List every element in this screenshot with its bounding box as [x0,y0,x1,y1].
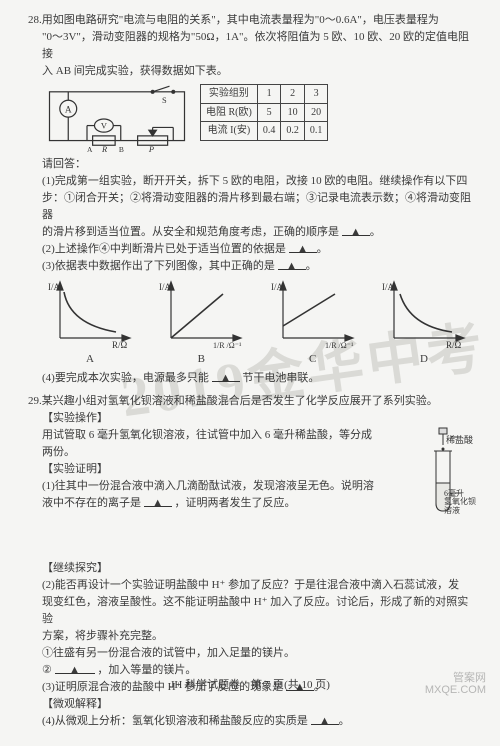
question-29: 29.某兴趣小组对氢氧化钡溶液和稀盐酸混合后是否发生了化学反应展开了系列实验。 … [28,393,472,731]
svg-text:A: A [87,145,93,154]
blank: ▲ [286,679,314,691]
graph-c: I/A 1/R /Ω⁻¹ C [265,280,361,368]
blank: ▲ [289,241,317,253]
q29-s4a: (4)从微观上分析：氢氧化钡溶液和稀盐酸反应的实质是 [42,715,308,727]
td: 3 [304,85,328,104]
graph-c-label: C [265,351,361,368]
q28-intro-l2: "0～3V"，滑动变阻器的规格为"50Ω，1A"。依次将阻值为 5 欧、10 欧… [28,29,472,63]
th-r: 电阻 R(欧) [201,103,258,122]
td: 1 [257,85,281,104]
q29-sec4: 【微观解释】 [28,696,472,713]
td: 0.1 [304,122,328,141]
q28-p4b: 节干电池串联。 [242,372,319,384]
svg-text:A: A [65,106,72,116]
tube-bot2-label: 溶液 [444,507,478,516]
blank: ▲ [278,258,306,270]
circuit-diagram: A S V A [42,84,192,154]
blank: ▲ [342,224,370,236]
th-group: 实验组别 [201,85,258,104]
page: 28.用如图电路研究"电流与电阻的关系"，其中电流表量程为"0～0.6A"，电压… [0,0,500,746]
triangle-icon: ▲ [350,226,361,238]
q28-p1c: 的滑片移到适当位置。从安全和规范角度考虑，正确的顺序是 [42,226,339,238]
svg-text:1/R /Ω⁻¹: 1/R /Ω⁻¹ [325,341,354,350]
triangle-icon: ▲ [319,715,330,727]
q29-s3e: ② [42,664,52,676]
triangle-icon: ▲ [294,681,305,693]
q29-sec3: 【继续探究】 [28,560,472,577]
td: 0.2 [281,122,305,141]
q29-s2-line: 液中不存在的离子是 ▲ ，证明两者发生了反应。 [42,495,410,512]
q28-p1c-line: 的滑片移到适当位置。从安全和规范角度考虑，正确的顺序是 ▲。 [28,224,472,241]
q28-p3: (3)依据表中数据作出了下列图像，其中正确的是 [42,260,275,272]
svg-text:P: P [148,144,154,154]
blank: ▲ [144,495,172,507]
q29-s3g-line: (3)证明原混合液的盐酸中 H⁺ 参加了反应的现象是 ▲。 [28,679,472,696]
triangle-icon: ▲ [152,497,163,509]
test-tube-figure: 稀盐酸 6毫升 氢氧化钡 溶液 [416,427,472,560]
graph-a-label: A [42,351,138,368]
q29-num: 29. [28,395,42,407]
svg-text:1/R /Ω⁻¹: 1/R /Ω⁻¹ [213,341,242,350]
blank: ▲ [55,662,95,674]
q29-sec1: 【实验操作】 [28,410,472,427]
q29-s3e-line: ② ▲ ，加入等量的镁片。 [28,662,472,679]
q29-s3g: (3)证明原混合液的盐酸中 H⁺ 参加了反应的现象是 [42,681,283,693]
q28-intro-l3: 入 AB 间完成实验，获得数据如下表。 [28,63,472,80]
svg-text:B: B [119,145,124,154]
q28-p4a: (4)要完成本次实验，电源最多只能 [42,372,209,384]
q29-s1a: 用试管取 6 毫升氢氧化钡溶液，往试管中加入 6 毫升稀盐酸，等分成 [42,427,410,444]
q29-s2a: (1)往其中一份混合液中滴入几滴酚酞试液，发现溶液呈无色。说明溶 [42,478,410,495]
triangle-icon: ▲ [286,260,297,272]
triangle-icon: ▲ [69,664,80,676]
td: 20 [304,103,328,122]
graph-b-label: B [153,351,249,368]
svg-text:R/Ω: R/Ω [446,340,462,350]
q29-s1b: 两份。 [42,444,410,461]
svg-text:R/Ω: R/Ω [112,340,128,350]
q29-s3f: ，加入等量的镁片。 [97,664,196,676]
q29-s3d: ①往盛有另一份混合液的试管中，加入足量的镁片。 [28,645,472,662]
triangle-icon: ▲ [220,372,231,384]
q29-s3b: 现变红色，溶液呈酸性。这不能证明盐酸中 H⁺ 加入了反应。讨论后，形成了新的对照… [28,594,472,628]
q28-intro-l1: 用如图电路研究"电流与电阻的关系"，其中电流表量程为"0～0.6A"，电压表量程… [42,14,439,26]
td: 0.4 [257,122,281,141]
graph-d-label: D [376,351,472,368]
svg-text:S: S [162,95,167,105]
triangle-icon: ▲ [297,243,308,255]
graph-d: I/A R/Ω D [376,280,472,368]
q28-answer-label: 请回答： [28,156,472,173]
graph-b: I/A 1/R /Ω⁻¹ B [153,280,249,368]
q29-intro: 某兴趣小组对氢氧化钡溶液和稀盐酸混合后是否发生了化学反应展开了系列实验。 [42,395,438,407]
q29-s2b: 液中不存在的离子是 [42,497,141,509]
svg-text:V: V [101,121,107,131]
q28-p4-line: (4)要完成本次实验，电源最多只能 ▲ 节干电池串联。 [28,370,472,387]
q28-p1a: (1)完成第一组实验，断开开关，拆下 5 欧的电阻，改接 10 欧的电阻。继续操… [28,173,472,190]
question-28: 28.用如图电路研究"电流与电阻的关系"，其中电流表量程为"0～0.6A"，电压… [28,12,472,387]
q28-p2-line: (2)上述操作④中判断滑片已处于适当位置的依据是 ▲。 [28,241,472,258]
q28-num: 28. [28,14,42,26]
q29-s4-line: (4)从微观上分析：氢氧化钡溶液和稀盐酸反应的实质是 ▲。 [28,713,472,730]
tube-top-label: 稀盐酸 [446,434,476,448]
q29-sec2: 【实验证明】 [42,461,410,478]
td: 2 [281,85,305,104]
blank: ▲ [212,370,240,382]
q29-s2c: ，证明两者发生了反应。 [175,497,296,509]
svg-text:I/A: I/A [271,282,283,292]
graph-row: I/A R/Ω A I/A 1/R /Ω⁻¹ B [42,280,472,368]
q28-p2: (2)上述操作④中判断滑片已处于适当位置的依据是 [42,243,286,255]
svg-text:I/A: I/A [48,282,60,292]
q29-s3c: 方案，将步骤补充完整。 [28,628,472,645]
q29-s3a: (2)能否再设计一个实验证明盐酸中 H⁺ 参加了反应？于是往混合液中滴入石蕊试液… [28,577,472,594]
q28-p1b: 步：①闭合开关；②将滑动变阻器的滑片移到最右端；③记录电流表示数；④将滑动变阻器 [28,190,472,224]
svg-text:R: R [101,144,107,154]
graph-a: I/A R/Ω A [42,280,138,368]
td: 5 [257,103,281,122]
data-table: 实验组别 1 2 3 电阻 R(欧) 5 10 20 电流 I(安) 0.4 0… [200,84,328,141]
blank: ▲ [311,713,339,725]
td: 10 [281,103,305,122]
svg-text:I/A: I/A [382,282,394,292]
q28-p3-line: (3)依据表中数据作出了下列图像，其中正确的是 ▲。 [28,258,472,275]
svg-text:I/A: I/A [159,282,171,292]
th-i: 电流 I(安) [201,122,258,141]
